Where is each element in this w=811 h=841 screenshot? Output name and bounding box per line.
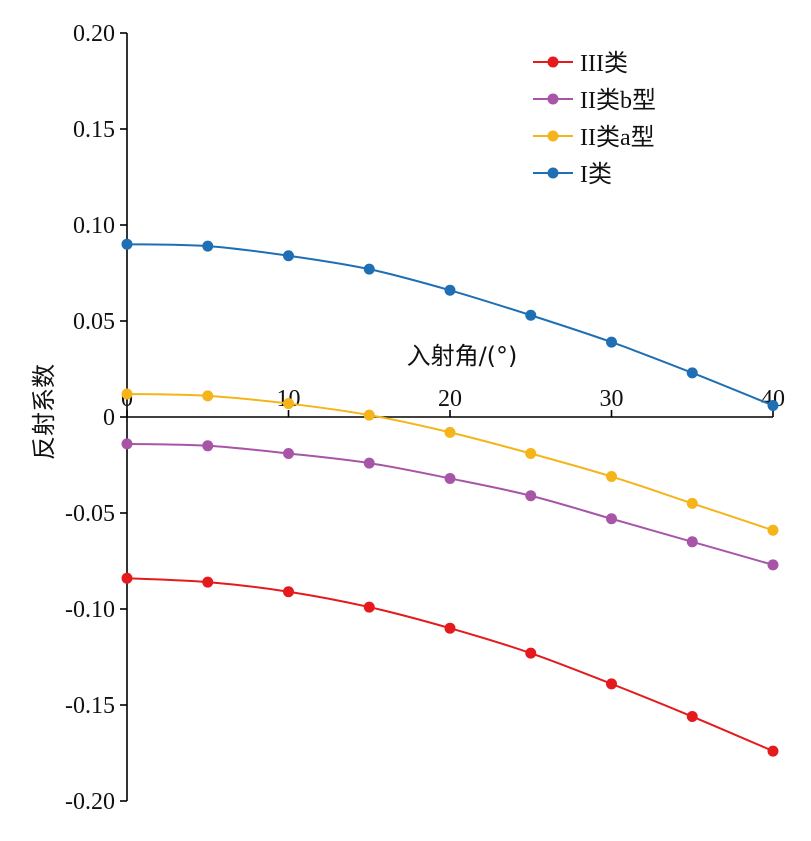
data-point — [202, 576, 214, 588]
y-tick-label: 0 — [103, 405, 115, 431]
data-point — [525, 447, 537, 459]
axes: 0.200.150.100.050-0.05-0.10-0.15-0.20010… — [65, 21, 785, 815]
x-axis-title: 入射角/(°) — [407, 342, 518, 370]
series-3 — [121, 388, 779, 536]
series-2 — [121, 438, 779, 571]
data-point — [202, 240, 214, 252]
data-point — [686, 536, 698, 548]
data-point — [363, 457, 375, 469]
data-point — [121, 572, 133, 584]
data-point — [202, 440, 214, 452]
data-point — [444, 472, 456, 484]
legend-label: III类 — [580, 50, 628, 77]
data-point — [606, 471, 617, 483]
data-point — [121, 238, 133, 250]
data-point — [606, 678, 617, 690]
data-point — [767, 745, 779, 757]
data-point — [121, 388, 133, 400]
data-point — [767, 399, 779, 411]
legend-marker — [547, 93, 559, 105]
y-axis-title: 反射系数 — [30, 364, 58, 460]
data-point — [444, 622, 456, 634]
series-line — [126, 577, 774, 752]
legend-item-4: I类 — [533, 161, 612, 188]
y-tick-label: -0.10 — [65, 597, 115, 623]
data-point — [444, 284, 456, 296]
data-point — [283, 398, 294, 410]
data-point — [525, 647, 537, 659]
y-tick-label: 0.15 — [73, 117, 115, 143]
legend-label: II类a型 — [580, 124, 655, 151]
data-point — [525, 309, 537, 321]
y-tick-label: -0.20 — [65, 789, 115, 815]
data-point — [767, 559, 779, 571]
series-layer — [121, 238, 779, 757]
y-tick-label: -0.05 — [65, 501, 115, 527]
data-point — [686, 367, 698, 379]
legend-item-3: II类a型 — [533, 124, 655, 151]
data-point — [283, 447, 294, 459]
legend: III类 II类b型 II类a型 I类 — [533, 50, 656, 188]
legend-marker — [547, 130, 559, 142]
data-point — [363, 601, 375, 613]
data-point — [283, 586, 294, 598]
data-point — [767, 524, 779, 536]
data-point — [202, 390, 214, 402]
data-point — [121, 438, 133, 450]
legend-item-2: II类b型 — [533, 87, 656, 114]
data-point — [686, 497, 698, 509]
y-tick-label: 0.10 — [73, 213, 115, 239]
y-tick-label: -0.15 — [65, 693, 115, 719]
data-point — [363, 263, 375, 275]
data-point — [606, 513, 617, 525]
x-tick-label: 30 — [600, 386, 624, 412]
series-1 — [121, 572, 779, 757]
legend-item-1: III类 — [533, 50, 628, 77]
x-tick-label: 20 — [438, 386, 462, 412]
legend-label: II类b型 — [580, 87, 656, 114]
data-point — [686, 711, 698, 723]
data-point — [525, 490, 537, 502]
data-point — [444, 426, 456, 438]
legend-marker — [547, 56, 559, 68]
series-4 — [121, 238, 779, 411]
y-tick-label: 0.05 — [73, 309, 115, 335]
legend-marker — [547, 167, 559, 179]
data-point — [283, 250, 294, 262]
series-line — [126, 243, 774, 407]
data-point — [606, 336, 617, 348]
data-point — [363, 409, 375, 421]
series-line — [126, 442, 774, 566]
legend-label: I类 — [580, 161, 612, 188]
y-tick-label: 0.20 — [73, 21, 115, 47]
